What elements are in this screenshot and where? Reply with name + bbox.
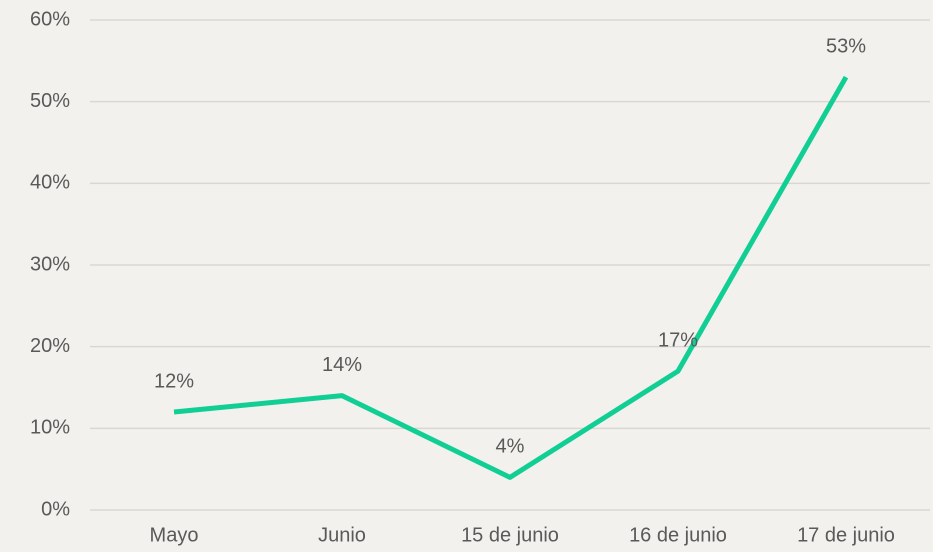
y-tick-label: 20% xyxy=(30,335,70,357)
y-tick-label: 30% xyxy=(30,253,70,275)
y-tick-label: 40% xyxy=(30,172,70,194)
data-label: 14% xyxy=(322,354,362,376)
data-label: 17% xyxy=(658,329,698,351)
line xyxy=(173,75,849,480)
x-tick-label: 16 de junio xyxy=(629,524,727,546)
x-tick-label: 17 de junio xyxy=(797,524,895,546)
y-tick-label: 10% xyxy=(30,417,70,439)
y-tick-label: 0% xyxy=(41,498,70,520)
x-tick-label: Mayo xyxy=(150,524,199,546)
data-label: 12% xyxy=(154,370,194,392)
y-tick-label: 50% xyxy=(30,90,70,112)
data-label: 53% xyxy=(826,35,866,57)
x-tick-label: 15 de junio xyxy=(461,524,559,546)
y-tick-label: 60% xyxy=(30,8,70,30)
x-tick-label: Junio xyxy=(318,524,366,546)
data-label: 4% xyxy=(496,436,525,458)
